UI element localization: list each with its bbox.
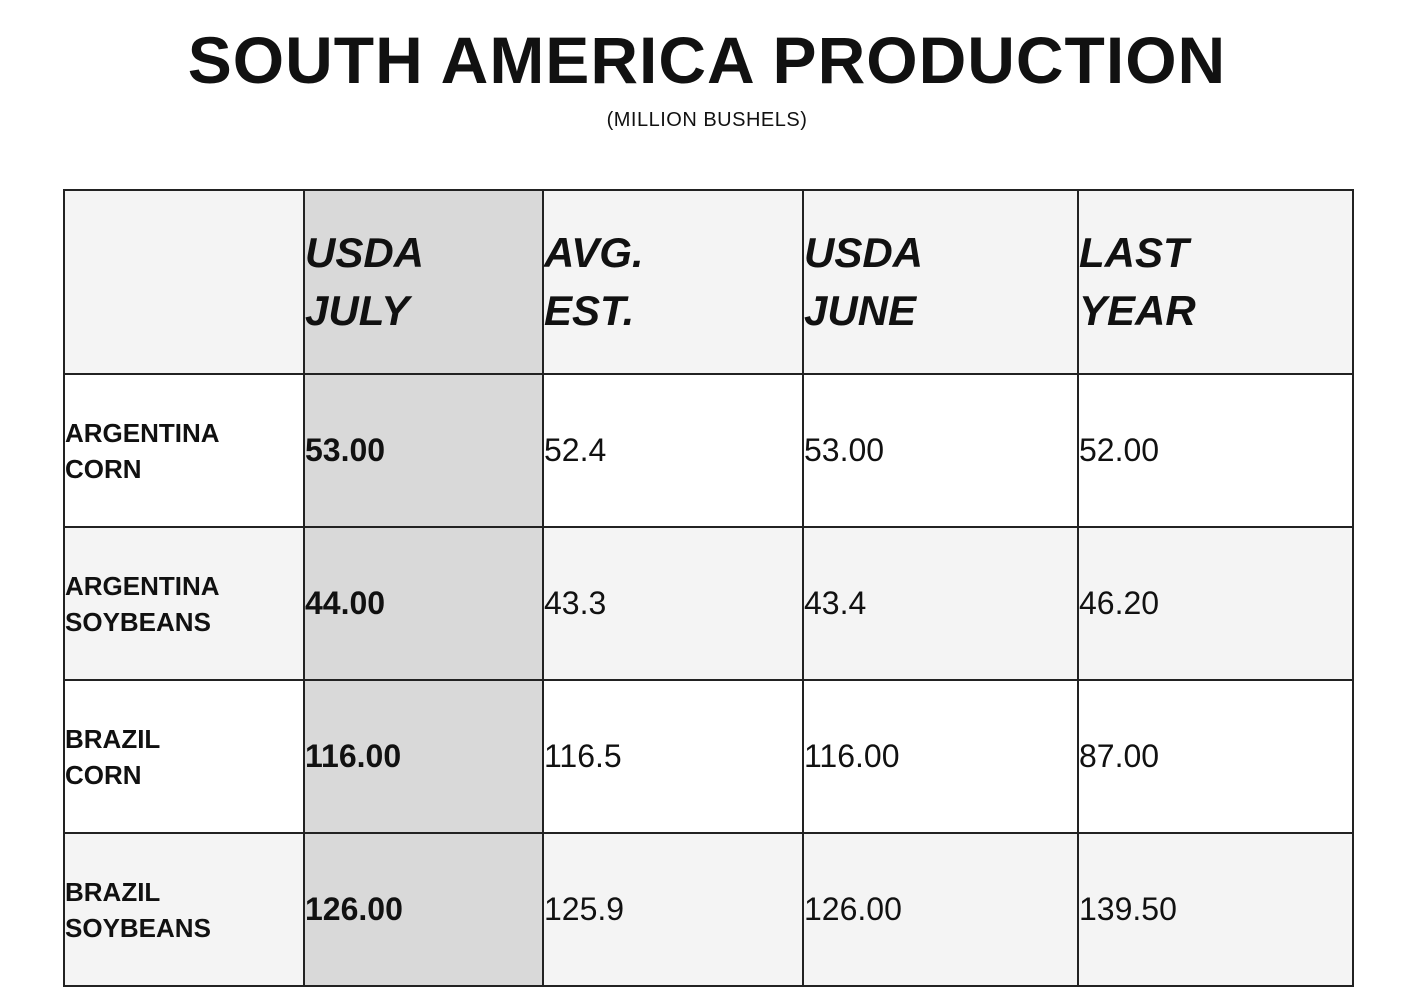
cell-usda-june: 53.00 (802, 373, 1079, 528)
row-label: ARGENTINA CORN (63, 373, 305, 528)
cell-avg-est: 43.3 (542, 526, 804, 681)
table-row: ARGENTINA SOYBEANS 44.00 43.3 43.4 46.20 (63, 526, 1354, 681)
column-header-usda-june: USDA JUNE (802, 189, 1079, 375)
cell-usda-june: 116.00 (802, 679, 1079, 834)
row-label: ARGENTINA SOYBEANS (63, 526, 305, 681)
cell-usda-june: 126.00 (802, 832, 1079, 987)
table-header-row: USDA JULY AVG. EST. USDA JUNE LAST YEAR (63, 189, 1354, 375)
page-title: SOUTH AMERICA PRODUCTION (187, 23, 1227, 97)
cell-last-year: 46.20 (1077, 526, 1354, 681)
row-label: BRAZIL SOYBEANS (63, 832, 305, 987)
table-row: ARGENTINA CORN 53.00 52.4 53.00 52.00 (63, 373, 1354, 528)
cell-last-year: 139.50 (1077, 832, 1354, 987)
cell-avg-est: 116.5 (542, 679, 804, 834)
cell-last-year: 87.00 (1077, 679, 1354, 834)
cell-usda-july: 126.00 (303, 832, 544, 987)
table-row: BRAZIL SOYBEANS 126.00 125.9 126.00 139.… (63, 832, 1354, 987)
column-header-avg-est: AVG. EST. (542, 189, 804, 375)
cell-usda-june: 43.4 (802, 526, 1079, 681)
column-header-usda-july: USDA JULY (303, 189, 544, 375)
cell-avg-est: 125.9 (542, 832, 804, 987)
corner-header-cell (63, 189, 305, 375)
cell-last-year: 52.00 (1077, 373, 1354, 528)
column-header-last-year: LAST YEAR (1077, 189, 1354, 375)
cell-usda-july: 53.00 (303, 373, 544, 528)
row-label: BRAZIL CORN (63, 679, 305, 834)
production-table: USDA JULY AVG. EST. USDA JUNE LAST YEAR … (63, 189, 1354, 987)
cell-avg-est: 52.4 (542, 373, 804, 528)
page-subtitle: (MILLION BUSHELS) (606, 109, 808, 131)
cell-usda-july: 116.00 (303, 679, 544, 834)
table-row: BRAZIL CORN 116.00 116.5 116.00 87.00 (63, 679, 1354, 834)
cell-usda-july: 44.00 (303, 526, 544, 681)
